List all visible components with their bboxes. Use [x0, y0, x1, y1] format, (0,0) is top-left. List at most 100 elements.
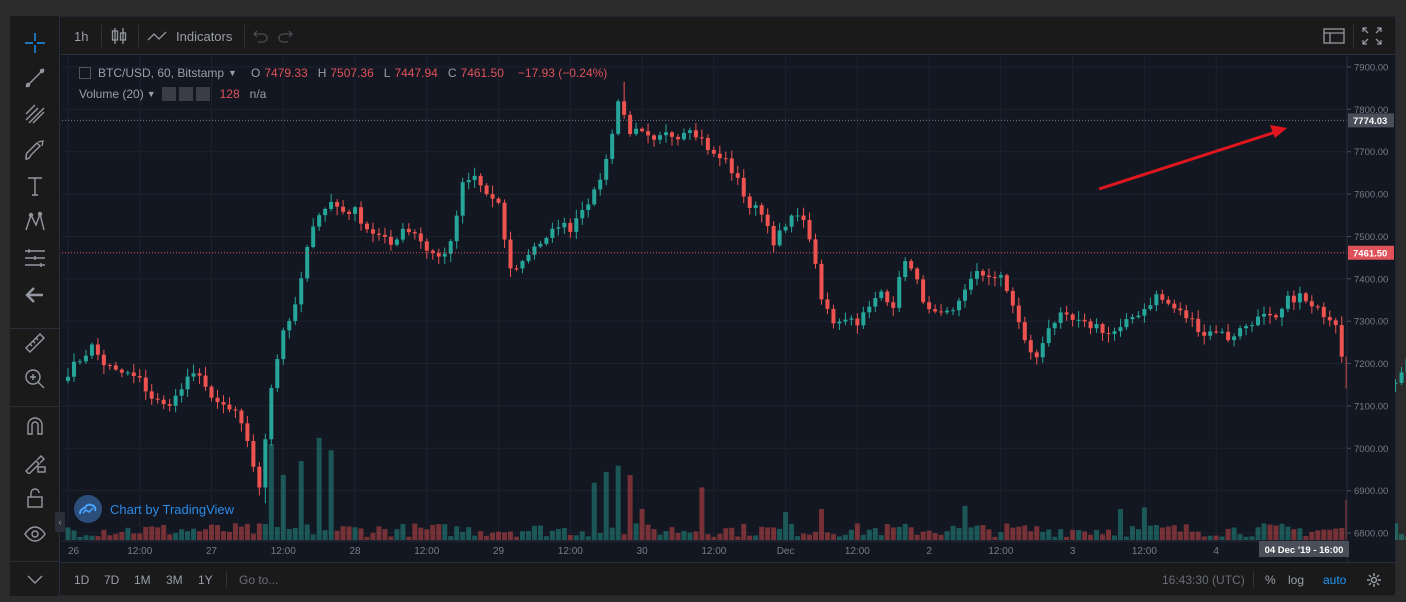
- candle-body: [795, 215, 800, 217]
- candle-up: [1142, 303, 1147, 323]
- redo-icon[interactable]: [277, 17, 295, 55]
- candle-body: [155, 398, 160, 400]
- candle-body: [885, 291, 890, 303]
- eye-icon[interactable]: [22, 521, 48, 547]
- indicators-button[interactable]: Indicators: [146, 17, 232, 55]
- candle-down: [729, 150, 734, 181]
- range-1m[interactable]: 1M: [134, 572, 151, 587]
- candle-down: [143, 369, 148, 400]
- volume-bar: [1183, 524, 1189, 540]
- volume-bar: [938, 534, 944, 540]
- price-tick-label: 7800.00: [1354, 105, 1388, 116]
- candle-down: [1160, 289, 1165, 304]
- volume-bar: [149, 526, 155, 540]
- range-7d[interactable]: 7D: [104, 572, 120, 587]
- volume-bar: [711, 536, 717, 540]
- candle-up: [873, 291, 878, 313]
- brush-icon[interactable]: [22, 137, 48, 163]
- candle-body: [1315, 306, 1320, 308]
- volume-bar: [717, 533, 723, 540]
- tradingview-branding[interactable]: Chart by TradingView: [74, 495, 234, 523]
- zoom-icon[interactable]: [22, 366, 48, 392]
- candle-body: [729, 158, 734, 174]
- candle-body: [125, 372, 130, 374]
- time-tick-label: 12:00: [558, 546, 583, 557]
- volume-bar: [478, 531, 484, 540]
- volume-remove-icon[interactable]: [195, 87, 210, 101]
- symbol-dropdown-icon[interactable]: ▼: [228, 68, 237, 78]
- candle-body: [1016, 305, 1021, 323]
- volume-bar: [298, 461, 304, 540]
- volume-settings-icon[interactable]: [178, 87, 193, 101]
- range-1y[interactable]: 1Y: [198, 572, 213, 587]
- candle-up: [448, 239, 453, 263]
- volume-bar: [663, 531, 669, 540]
- volume-bar: [286, 528, 292, 540]
- volume-label[interactable]: Volume (20): [79, 87, 144, 101]
- volume-bar: [484, 535, 490, 540]
- trendline-icon[interactable]: [22, 65, 48, 91]
- text-icon[interactable]: [22, 173, 48, 199]
- candle-body: [1196, 318, 1201, 332]
- volume-bar: [567, 535, 573, 540]
- candle-down: [986, 268, 991, 286]
- symbol-checkbox[interactable]: [79, 67, 91, 79]
- pattern-icon[interactable]: [22, 209, 48, 235]
- candle-body: [783, 226, 788, 231]
- volume-bar: [842, 534, 848, 540]
- candle-up: [472, 167, 477, 188]
- candle-body: [197, 373, 202, 376]
- candle-body: [945, 310, 950, 313]
- prediction-icon[interactable]: [22, 245, 48, 271]
- volume-visibility-icon[interactable]: [161, 87, 176, 101]
- candle-down: [1178, 302, 1183, 316]
- candle-up: [837, 318, 842, 330]
- volume-bar: [304, 524, 310, 540]
- crosshair-icon[interactable]: [22, 30, 48, 56]
- auto-toggle[interactable]: auto: [1323, 572, 1347, 587]
- candle-body: [741, 177, 746, 197]
- volume-bar: [585, 536, 591, 540]
- chevron-down-icon[interactable]: [22, 566, 48, 592]
- volume-dropdown-icon[interactable]: ▼: [146, 89, 156, 99]
- percent-toggle[interactable]: %: [1265, 572, 1276, 587]
- candle-up: [466, 172, 471, 190]
- candle-up: [179, 383, 184, 403]
- candle-body: [915, 268, 920, 280]
- candle-up: [532, 242, 537, 260]
- candle-down: [478, 173, 483, 193]
- time-tick-label: 30: [637, 546, 649, 557]
- range-1d[interactable]: 1D: [74, 572, 90, 587]
- candle-body: [478, 175, 483, 186]
- unlock-icon[interactable]: [22, 485, 48, 511]
- log-toggle[interactable]: log: [1288, 572, 1305, 587]
- lock-drawing-icon[interactable]: [22, 449, 48, 475]
- volume-bar: [328, 450, 334, 540]
- time-tick-label: 26: [68, 546, 80, 557]
- interval-button[interactable]: 1h: [74, 17, 88, 55]
- ruler-icon[interactable]: [22, 330, 48, 356]
- pitchfork-icon[interactable]: [22, 101, 48, 127]
- layout-icon[interactable]: [1323, 17, 1345, 55]
- gear-icon[interactable]: [1366, 563, 1382, 596]
- candle-down: [101, 349, 106, 374]
- collapse-toolbar-icon[interactable]: ‹: [55, 512, 65, 532]
- candle-body: [646, 131, 651, 136]
- fullscreen-icon[interactable]: [1361, 17, 1383, 55]
- undo-icon[interactable]: [251, 17, 269, 55]
- range-3m[interactable]: 3M: [166, 572, 183, 587]
- volume-bar: [1393, 523, 1399, 540]
- goto-button[interactable]: Go to...: [239, 572, 279, 587]
- candle-up: [1130, 313, 1135, 324]
- magnet-icon[interactable]: [22, 413, 48, 439]
- candle-body: [580, 210, 585, 219]
- candles-icon[interactable]: [109, 17, 129, 55]
- volume-bar: [1231, 527, 1237, 540]
- volume-bar: [902, 523, 908, 540]
- symbol-name[interactable]: BTC/USD, 60, Bitstamp: [98, 66, 225, 80]
- candle-down: [221, 395, 226, 414]
- back-arrow-icon[interactable]: [22, 282, 48, 308]
- candle-body: [508, 239, 513, 269]
- candle-body: [1136, 315, 1141, 318]
